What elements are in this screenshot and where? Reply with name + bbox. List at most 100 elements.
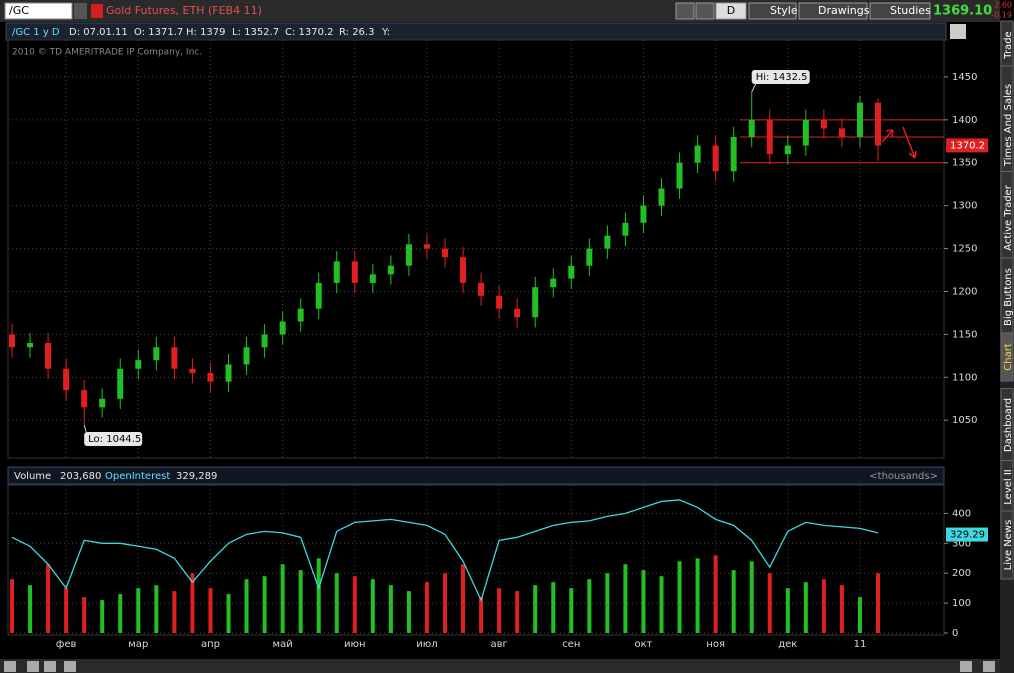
copyright: 2010 © TD AMERITRADE IP Company, Inc. xyxy=(12,48,202,58)
y-tick-label: 100 xyxy=(952,598,971,609)
oi-tag xyxy=(946,527,988,542)
candle-body xyxy=(243,347,250,365)
symbol-dropdown[interactable] xyxy=(74,3,87,19)
candle-body xyxy=(496,295,503,309)
volume-bar xyxy=(533,585,538,633)
volume-header xyxy=(7,466,945,485)
candle-body xyxy=(676,162,683,189)
scroll-button[interactable] xyxy=(4,661,16,672)
volume-bar xyxy=(641,570,646,633)
hi-box xyxy=(751,70,810,84)
candle-body xyxy=(99,398,106,408)
tool-button[interactable] xyxy=(675,2,695,20)
oi-value: 329,289 xyxy=(176,471,217,482)
volume-bar xyxy=(10,579,14,633)
volume-bar xyxy=(785,588,790,633)
symbol-box[interactable] xyxy=(4,2,73,20)
volume-panel xyxy=(7,484,945,636)
scroll-left[interactable] xyxy=(960,661,972,672)
candle-body xyxy=(207,373,214,382)
candle-body xyxy=(514,308,521,318)
candle-body xyxy=(532,287,539,318)
lo-label: Lo: 1044.5 xyxy=(88,434,141,445)
candle-body xyxy=(802,119,809,146)
volume-bar xyxy=(569,588,574,633)
volume-bar xyxy=(659,576,664,633)
candle-body xyxy=(838,128,845,137)
scroll-right[interactable] xyxy=(983,661,995,672)
dollar-button[interactable] xyxy=(64,661,76,672)
candle-body xyxy=(442,248,448,258)
bottom-bar xyxy=(0,659,1000,673)
alert-icon[interactable] xyxy=(91,4,103,18)
y-tick-label: 1450 xyxy=(952,72,977,83)
header-high: H: 1379 xyxy=(186,27,226,38)
tool-button[interactable] xyxy=(695,2,715,20)
style-button[interactable] xyxy=(748,2,797,20)
candle-body xyxy=(550,278,557,288)
candle-body xyxy=(694,145,701,163)
volume-bar xyxy=(839,585,844,633)
candle-body xyxy=(423,244,430,249)
candle-body xyxy=(9,334,15,348)
oi-label: OpenInterest xyxy=(105,471,170,482)
candle-body xyxy=(387,265,394,275)
header-date: D: 07.01.11 xyxy=(69,27,128,38)
volume-bar xyxy=(821,579,826,633)
open-interest-line xyxy=(11,499,879,602)
side-tab-label: Chart xyxy=(1003,343,1014,371)
oi-tag-label: 329.29 xyxy=(950,530,985,541)
side-tab-label: Live News xyxy=(1003,520,1014,571)
candle-body xyxy=(279,321,286,335)
candle-body xyxy=(658,188,665,206)
volume-bar xyxy=(713,555,718,633)
volume-bar xyxy=(461,564,466,633)
y-tick-label: 200 xyxy=(952,568,971,579)
side-tabs: Trade Times And Sales Active Trader Big But… xyxy=(1000,20,1014,580)
side-tab[interactable] xyxy=(1000,332,1014,382)
last-price-label: 1370.2 xyxy=(950,140,985,151)
change: 2.60 xyxy=(994,1,1012,10)
style-label: Style xyxy=(770,4,798,17)
period-box[interactable] xyxy=(715,2,747,20)
x-tick-label: ноя xyxy=(706,639,725,650)
volume-bar xyxy=(406,591,411,633)
studies-button[interactable] xyxy=(869,2,931,20)
candle-body xyxy=(856,102,863,137)
chart-icon[interactable] xyxy=(950,24,966,39)
volume-bar xyxy=(298,570,303,633)
volume-bar xyxy=(46,564,51,633)
side-tab[interactable] xyxy=(1000,510,1014,580)
volume-bar xyxy=(244,579,249,633)
candle-body xyxy=(189,368,196,374)
x-tick-label: дек xyxy=(778,639,797,650)
candle-body xyxy=(820,119,827,129)
volume-bar xyxy=(677,561,682,633)
description: Gold Futures, ETH (FEB4 11) xyxy=(106,4,262,17)
candle-body xyxy=(586,248,593,266)
zoom-in[interactable] xyxy=(27,661,39,672)
candle-body xyxy=(784,145,791,155)
volume-bar xyxy=(370,579,375,633)
volume-bar xyxy=(803,582,808,633)
volume-bar xyxy=(82,597,87,633)
volume-bar xyxy=(118,594,123,633)
volume-bar xyxy=(334,573,339,633)
volume-bar xyxy=(316,558,321,633)
candle-body xyxy=(766,119,773,155)
y-tick-label: 1200 xyxy=(952,286,977,297)
x-tick-label: мар xyxy=(128,639,148,650)
study-name: /GC 1 y D xyxy=(12,27,60,38)
volume-label: Volume xyxy=(14,471,51,482)
candle-body xyxy=(875,102,881,146)
y-tick-label: 1350 xyxy=(952,158,977,169)
drawings-button[interactable] xyxy=(798,2,868,20)
x-tick-label: май xyxy=(273,639,293,650)
x-tick-label: июл xyxy=(416,639,437,650)
candle-body xyxy=(478,282,485,296)
lo-box xyxy=(84,432,143,446)
side-tab-label: Dashboard xyxy=(1003,398,1014,452)
zoom-out[interactable] xyxy=(44,661,56,672)
volume-bar xyxy=(424,582,429,633)
hi-pointer xyxy=(751,83,757,93)
